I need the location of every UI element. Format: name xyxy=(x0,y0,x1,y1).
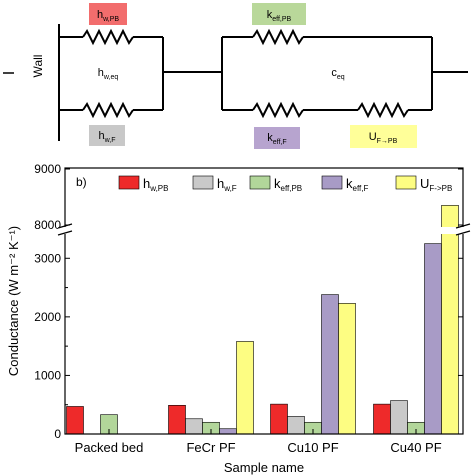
bar-w-pb-fecr-pf xyxy=(168,404,186,435)
label-u-f-pb: UF→PB xyxy=(369,131,398,145)
y-tick-label: 2000 xyxy=(34,310,61,324)
x-ticks-group: Packed bed FeCr PF Cu10 PF Cu40 PF xyxy=(75,429,442,455)
bars-group xyxy=(66,205,459,435)
label-box-u-f-pb xyxy=(350,125,417,148)
label-box-h-w-f xyxy=(89,125,125,146)
bar-eff-f-fecr-pf xyxy=(219,428,237,435)
resistor-u-f-pb xyxy=(357,101,409,119)
x-axis-label: Sample name xyxy=(224,460,304,475)
bar-w-pb-packed-bed xyxy=(66,406,84,435)
bar-eff-f-cu10-pf xyxy=(321,294,339,435)
y-ticks-group: 0 1000 2000 3000 8000 9000 xyxy=(34,162,463,441)
y-tick-label: 0 xyxy=(54,427,61,441)
panel-label: b) xyxy=(76,175,87,189)
circuit-labels: hw,PB hw,eq hw,F keff,PB ceq keff,F UF→P… xyxy=(97,9,398,146)
plot-frame xyxy=(64,167,464,435)
bar-f-pb-fecr-pf xyxy=(236,341,254,435)
legend-swatch xyxy=(118,175,140,190)
bar-w-f-cu40-pf xyxy=(390,400,408,435)
bar-w-pb-cu10-pf xyxy=(270,403,288,435)
axis-break xyxy=(57,223,471,236)
bar-w-f-fecr-pf xyxy=(185,418,203,435)
bar-w-pb-cu40-pf xyxy=(373,403,391,435)
circuit-label-boxes xyxy=(89,3,417,149)
y-tick-label: 9000 xyxy=(34,162,61,176)
legend-label: UF->PB xyxy=(420,176,452,193)
legend-label: keff,PB xyxy=(274,176,302,193)
y-tick-label: 3000 xyxy=(34,251,61,265)
resistor-k-eff-f xyxy=(252,101,304,119)
y-axis-label: Conductance (W m⁻² K⁻¹) xyxy=(6,226,21,376)
resistor-k-eff-pb xyxy=(252,28,304,46)
legend-swatch xyxy=(395,175,417,190)
bar-f-pb-cu40-pf xyxy=(441,205,459,435)
bar-chart: 0 1000 2000 3000 8000 9000 Packed bed FeCr PF C… xyxy=(6,162,471,475)
bar-f-pb-cu10-pf xyxy=(338,303,356,435)
axis-break-mark xyxy=(57,223,73,229)
legend-label: hw,F xyxy=(217,176,237,193)
legend-label: keff,F xyxy=(346,176,368,193)
label-box-h-w-pb xyxy=(89,3,127,25)
axis-break-mark xyxy=(57,230,73,236)
circuit-diagram xyxy=(3,24,468,141)
legend-swatch xyxy=(321,175,343,190)
resistor-h-w-f xyxy=(82,101,134,119)
label-h-w-f: hw,F xyxy=(98,130,115,144)
legend: hw,PB hw,F keff,PB keff,F UF->PB xyxy=(118,175,452,193)
resistor-h-w-pb xyxy=(82,28,134,46)
label-box-k-eff-pb xyxy=(252,3,306,25)
label-box-k-eff-f xyxy=(254,127,300,149)
x-tick-label: Cu10 PF xyxy=(287,440,338,455)
y-tick-label: 1000 xyxy=(34,368,61,382)
wall-label: Wall xyxy=(31,55,45,78)
legend-swatch xyxy=(192,175,214,190)
legend-swatch xyxy=(249,175,271,190)
x-tick-label: Cu40 PF xyxy=(390,440,441,455)
axis-break-mark xyxy=(455,230,471,236)
label-c-eq: ceq xyxy=(331,67,344,81)
x-tick-label: FeCr PF xyxy=(186,440,235,455)
axis-break-mark xyxy=(455,223,471,229)
bar-eff-f-cu40-pf xyxy=(424,243,442,435)
y-tick-label: 8000 xyxy=(34,218,61,232)
label-k-eff-f: keff,F xyxy=(267,132,286,146)
legend-label: hw,PB xyxy=(143,176,168,193)
label-k-eff-pb: keff,PB xyxy=(267,9,292,23)
label-h-w-eq: hw,eq xyxy=(98,67,119,81)
label-h-w-pb: hw,PB xyxy=(97,9,119,23)
bar-w-f-cu10-pf xyxy=(287,416,305,435)
x-tick-label: Packed bed xyxy=(75,440,144,455)
